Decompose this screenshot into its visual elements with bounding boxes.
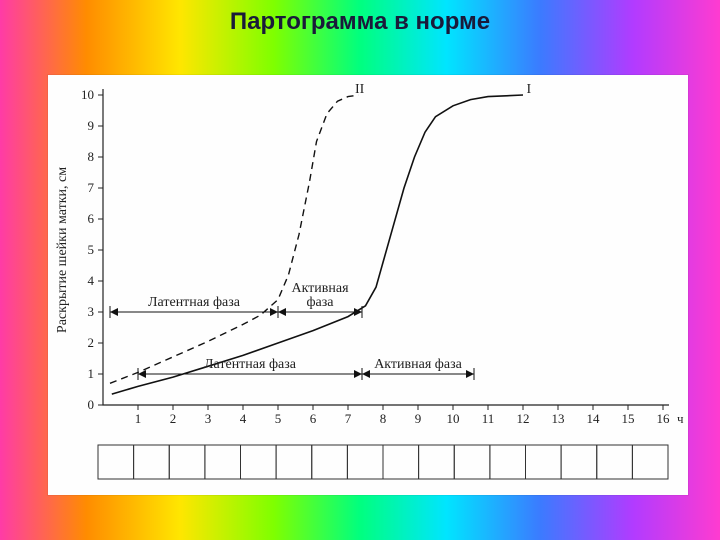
x-tick-label: 16 bbox=[657, 411, 671, 426]
x-tick-label: 15 bbox=[622, 411, 635, 426]
phase-label: Латентная фаза bbox=[148, 295, 241, 310]
x-tick-label: 13 bbox=[552, 411, 565, 426]
phase-label: Активная bbox=[291, 281, 349, 296]
y-tick-label: 7 bbox=[88, 180, 95, 195]
y-tick-label: 9 bbox=[88, 118, 95, 133]
series-label-II: II bbox=[355, 82, 365, 97]
phase-label: фаза bbox=[306, 295, 334, 310]
chart-svg: 01234567891012345678910111213141516чРаск… bbox=[48, 75, 688, 495]
x-tick-label: 11 bbox=[482, 411, 495, 426]
y-tick-label: 5 bbox=[88, 242, 95, 257]
y-tick-label: 4 bbox=[88, 273, 95, 288]
x-tick-label: 10 bbox=[447, 411, 460, 426]
x-tick-label: 6 bbox=[310, 411, 317, 426]
phase-label: Латентная фаза bbox=[204, 357, 297, 372]
series-II bbox=[110, 95, 359, 383]
x-tick-label: 7 bbox=[345, 411, 352, 426]
bottom-box-row bbox=[98, 445, 668, 479]
series-label-I: I bbox=[527, 82, 532, 97]
x-tick-label: 9 bbox=[415, 411, 422, 426]
x-tick-label: 4 bbox=[240, 411, 247, 426]
y-tick-label: 6 bbox=[88, 211, 95, 226]
x-unit-label: ч bbox=[677, 411, 684, 426]
x-tick-label: 5 bbox=[275, 411, 282, 426]
partogram-chart: 01234567891012345678910111213141516чРаск… bbox=[48, 75, 688, 495]
y-tick-label: 1 bbox=[88, 366, 95, 381]
x-tick-label: 1 bbox=[135, 411, 142, 426]
y-axis-label: Раскрытие шейки матки, см bbox=[55, 167, 70, 333]
y-tick-label: 10 bbox=[81, 87, 94, 102]
x-tick-label: 3 bbox=[205, 411, 212, 426]
x-tick-label: 8 bbox=[380, 411, 387, 426]
x-tick-label: 12 bbox=[517, 411, 530, 426]
y-tick-label: 3 bbox=[88, 304, 95, 319]
y-tick-label: 0 bbox=[88, 397, 95, 412]
x-tick-label: 2 bbox=[170, 411, 177, 426]
y-tick-label: 8 bbox=[88, 149, 95, 164]
phase-label: Активная фаза bbox=[374, 357, 462, 372]
y-tick-label: 2 bbox=[88, 335, 95, 350]
x-tick-label: 14 bbox=[587, 411, 601, 426]
page-title: Партограмма в норме bbox=[0, 8, 720, 36]
